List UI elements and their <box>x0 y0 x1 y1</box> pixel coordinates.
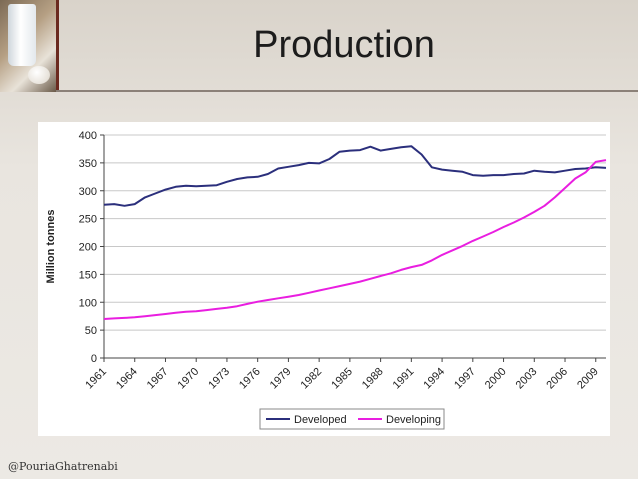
y-tick-label: 300 <box>79 186 97 198</box>
legend-label-developing: Developing <box>386 414 441 426</box>
x-tick-label: 1967 <box>145 366 171 392</box>
y-tick-label: 400 <box>79 130 97 142</box>
x-tick-label: 2006 <box>544 366 570 392</box>
x-tick-label: 2000 <box>483 366 509 392</box>
milk-glass-icon <box>8 4 36 66</box>
egg-icon <box>28 66 50 84</box>
x-tick-label: 1988 <box>360 366 386 392</box>
y-tick-label: 50 <box>85 325 97 337</box>
y-tick-label: 200 <box>79 242 97 254</box>
x-tick-label: 1991 <box>391 366 417 392</box>
y-tick-label: 0 <box>91 353 97 365</box>
x-tick-label: 1979 <box>268 366 294 392</box>
x-tick-label: 1961 <box>83 366 109 392</box>
x-tick-label: 1976 <box>237 366 263 392</box>
x-tick-label: 1964 <box>114 366 140 392</box>
series-line-developed <box>103 145 607 207</box>
header-divider-horizontal <box>56 90 638 92</box>
legend-label-developed: Developed <box>294 414 347 426</box>
slide-title: Production <box>253 24 435 66</box>
x-tick-label: 1985 <box>329 366 355 392</box>
x-tick-label: 1982 <box>298 366 324 392</box>
y-tick-label: 150 <box>79 269 97 281</box>
production-chart: 0 50 100 150 200 250 300 350 400 1961 1964 1967 1970… <box>45 130 607 430</box>
header-divider-vertical <box>56 0 59 92</box>
x-tick-label: 1970 <box>176 366 202 392</box>
x-tick-label: 1997 <box>452 366 478 392</box>
y-tick-label: 250 <box>79 214 97 226</box>
y-tick-label: 100 <box>79 297 97 309</box>
y-axis-title: Million tonnes <box>45 210 57 284</box>
chart-container: 0 50 100 150 200 250 300 350 400 1961 1964 1967 1970… <box>38 122 610 436</box>
author-credit: @PouriaGhatrenabi <box>8 460 118 473</box>
series-line-developing <box>103 159 607 320</box>
y-tick-label: 350 <box>79 158 97 170</box>
x-tick-label: 1973 <box>206 366 232 392</box>
x-tick-label: 2003 <box>514 366 540 392</box>
legend-box <box>259 408 445 430</box>
x-tick-label: 2009 <box>575 366 601 392</box>
x-tick-label: 1994 <box>421 366 447 392</box>
milk-photo <box>0 0 56 92</box>
